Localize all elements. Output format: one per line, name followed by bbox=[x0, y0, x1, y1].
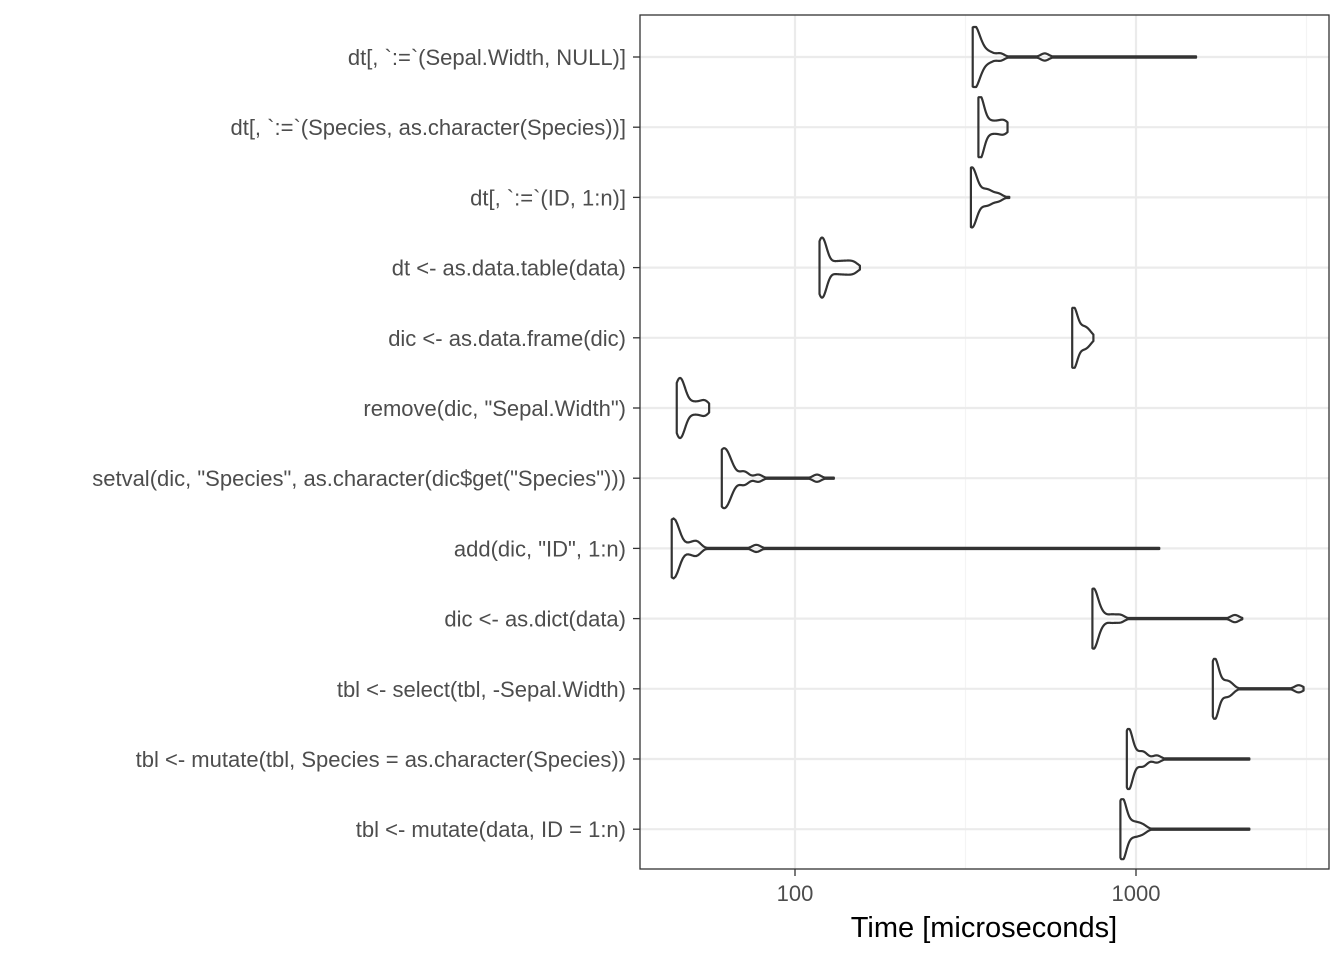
y-tick-label: dt[, `:=`(ID, 1:n)] bbox=[470, 185, 626, 210]
violin-shape bbox=[818, 236, 861, 299]
violin bbox=[670, 517, 1161, 580]
y-tick-label: dt[, `:=`(Species, as.character(Species)… bbox=[230, 115, 626, 140]
x-tick-label: 1000 bbox=[1112, 881, 1161, 906]
y-tick-label: dt[, `:=`(Sepal.Width, NULL)] bbox=[348, 45, 626, 70]
x-ticks: 100 1000 bbox=[777, 869, 1161, 906]
y-tick-label: tbl <- mutate(tbl, Species = as.characte… bbox=[136, 747, 626, 772]
violin bbox=[1091, 587, 1244, 650]
panel-border bbox=[639, 14, 1330, 870]
violin-shape bbox=[969, 166, 1011, 229]
y-tick-labels: dt[, `:=`(Sepal.Width, NULL)] dt[, `:=`(S… bbox=[92, 45, 640, 842]
y-tick-label: dic <- as.dict(data) bbox=[444, 607, 626, 632]
violin-layer bbox=[670, 25, 1305, 861]
y-tick-label: add(dic, "ID", 1:n) bbox=[454, 536, 626, 561]
violin-shape bbox=[977, 96, 1009, 159]
violin-shape bbox=[670, 517, 1161, 580]
violin bbox=[1119, 798, 1251, 861]
y-tick-label: dic <- as.data.frame(dic) bbox=[388, 326, 626, 351]
violin bbox=[720, 447, 835, 510]
violin-shape bbox=[1125, 727, 1251, 791]
violin-shape bbox=[1211, 657, 1305, 720]
violin bbox=[971, 25, 1198, 89]
violin bbox=[1211, 657, 1305, 720]
violin-shape bbox=[720, 447, 835, 510]
violin-shape bbox=[675, 376, 711, 440]
violin-shape bbox=[971, 25, 1198, 89]
violin-shape bbox=[1091, 587, 1244, 650]
violin bbox=[977, 96, 1009, 159]
violin-shape bbox=[1071, 306, 1095, 369]
y-tick-label: tbl <- mutate(data, ID = 1:n) bbox=[356, 817, 626, 842]
x-tick-label: 100 bbox=[777, 881, 814, 906]
y-tick-label: dt <- as.data.table(data) bbox=[392, 256, 626, 281]
violin bbox=[969, 166, 1011, 229]
y-tick-label: tbl <- select(tbl, -Sepal.Width) bbox=[337, 677, 626, 702]
y-tick-label: remove(dic, "Sepal.Width") bbox=[363, 396, 626, 421]
x-axis-title: Time [microseconds] bbox=[851, 912, 1117, 944]
violin bbox=[1125, 727, 1251, 791]
violin bbox=[675, 376, 711, 440]
violin bbox=[818, 236, 861, 299]
violin-shape bbox=[1119, 798, 1251, 861]
y-tick-label: setval(dic, "Species", as.character(dic$… bbox=[92, 466, 626, 491]
violin bbox=[1071, 306, 1095, 369]
